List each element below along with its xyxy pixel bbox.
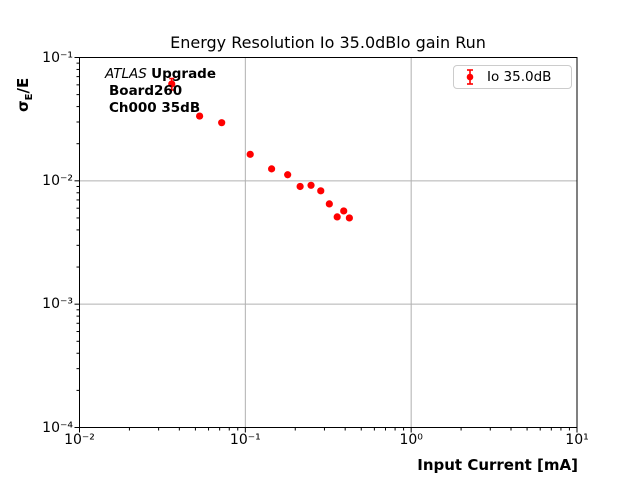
x-tick-label: 10¹	[565, 432, 589, 448]
x-tick-label: 10⁻²	[64, 432, 95, 448]
data-point	[325, 200, 333, 208]
data-point	[168, 80, 176, 88]
chart-title: Energy Resolution Io 35.0dBlo gain Run	[170, 33, 486, 52]
data-point	[307, 181, 315, 189]
x-tick-label: 10⁰	[399, 432, 423, 448]
legend-entry-label: Io 35.0dB	[487, 69, 552, 85]
plot-annotation: ATLAS Upgrade Board260 Ch000 35dB	[105, 66, 216, 117]
y-axis-label-subscript: E	[24, 93, 35, 101]
legend: Io 35.0dB	[453, 65, 572, 89]
annotation-line-experiment: ATLAS Upgrade	[105, 66, 216, 83]
annotation-experiment-name: ATLAS	[105, 66, 147, 82]
annotation-tag: Upgrade	[151, 66, 217, 82]
x-axis-label: Input Current [mA]	[417, 456, 578, 474]
data-point	[284, 171, 292, 179]
data-point	[196, 112, 204, 120]
errorbar-dot-icon	[466, 69, 474, 85]
y-axis-label-sigma: σ	[14, 100, 32, 112]
data-point	[333, 213, 341, 221]
y-tick-label: 10⁻⁴	[42, 419, 73, 436]
data-point	[218, 119, 226, 127]
axes-spines	[79, 57, 578, 428]
y-axis-label: σE/E	[14, 78, 35, 112]
data-point	[246, 150, 254, 158]
data-point	[345, 214, 353, 222]
y-axis-label-rest: /E	[14, 77, 32, 94]
data-point	[340, 207, 348, 215]
y-tick-label: 10⁻³	[42, 296, 73, 313]
annotation-channel: Ch000 35dB	[109, 100, 201, 116]
data-point	[317, 187, 325, 195]
y-tick-label: 10⁻¹	[42, 49, 73, 66]
data-point	[296, 182, 304, 191]
x-tick-label: 10⁻¹	[229, 432, 261, 448]
y-tick-label: 10⁻²	[42, 172, 73, 189]
annotation-board: Board260	[109, 83, 183, 99]
data-point	[267, 165, 276, 173]
